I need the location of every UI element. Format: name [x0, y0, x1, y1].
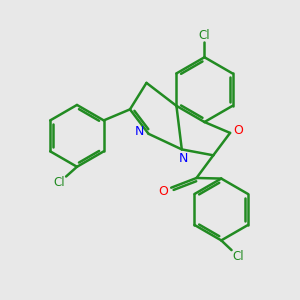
Text: O: O	[233, 124, 243, 137]
Text: N: N	[135, 125, 144, 138]
Text: N: N	[178, 152, 188, 165]
Text: Cl: Cl	[199, 29, 210, 42]
Text: Cl: Cl	[232, 250, 244, 263]
Text: O: O	[158, 185, 168, 198]
Text: Cl: Cl	[54, 176, 65, 190]
